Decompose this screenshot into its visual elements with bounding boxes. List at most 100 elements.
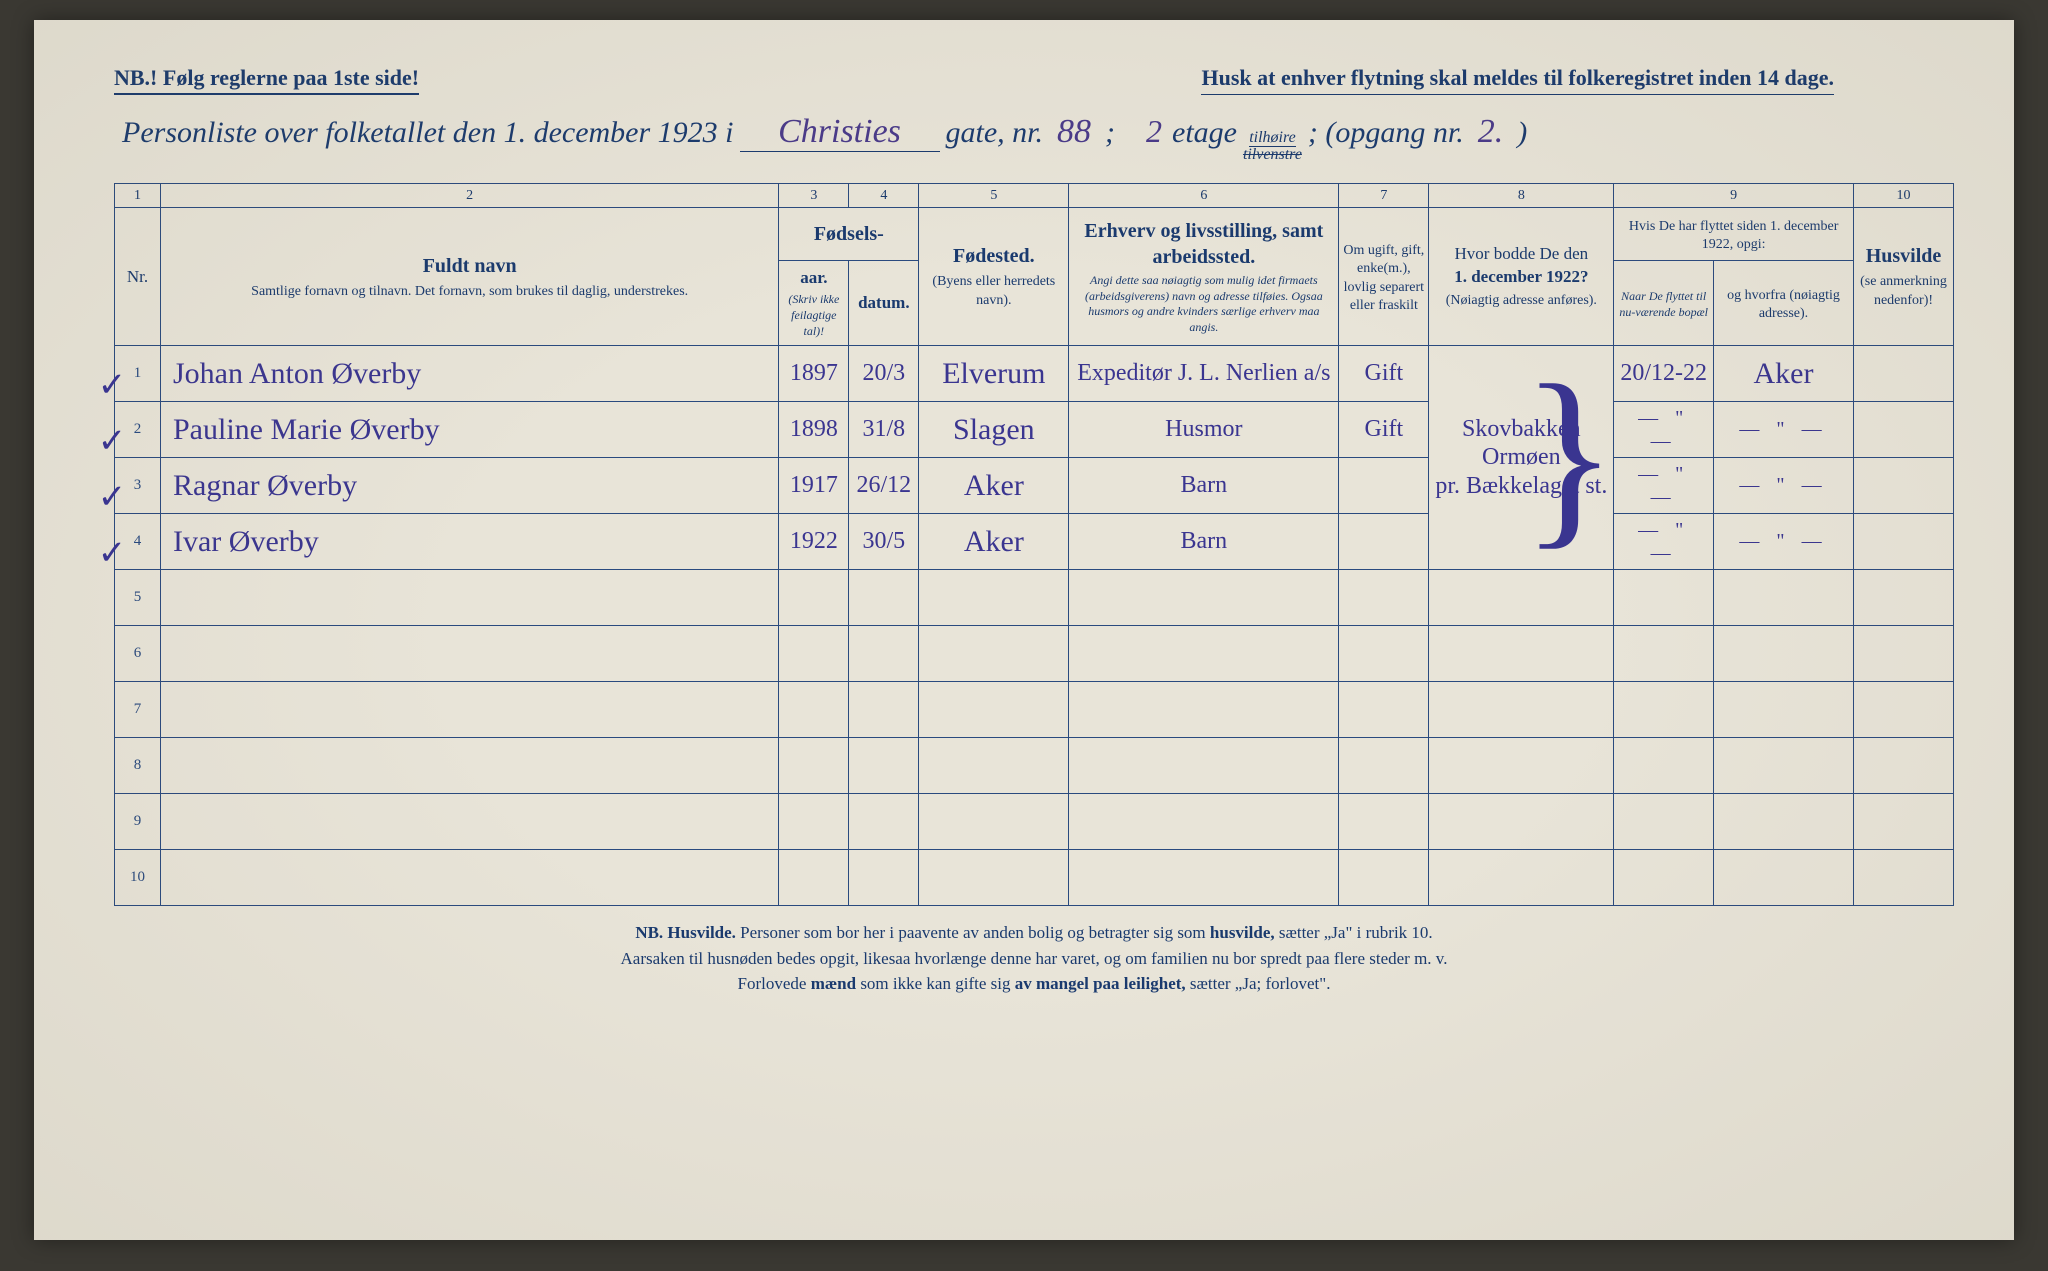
cell-empty <box>1714 850 1854 906</box>
cell-nr: ✓1 <box>115 346 161 402</box>
cell-empty <box>161 794 779 850</box>
cell-empty <box>1069 794 1339 850</box>
th-previous-address: Hvor bodde De den 1. december 1922? (Nøi… <box>1429 208 1614 346</box>
cell-empty <box>1614 738 1714 794</box>
cell-birthplace: Elverum <box>919 346 1069 402</box>
th-husvilde: Husvilde (se anmerkning nedenfor)! <box>1854 208 1954 346</box>
cell-moved-date: — " — <box>1614 514 1714 570</box>
footnote-line-2: Aarsaken til husnøden bedes opgit, likes… <box>174 946 1894 972</box>
th-birth-year: aar. (Skriv ikke feilagtige tal)! <box>779 261 849 346</box>
cell-empty <box>1339 682 1429 738</box>
table-row: ✓3 Ragnar Øverby 1917 26/12 Aker Barn — … <box>115 458 1954 514</box>
cell-empty <box>1069 850 1339 906</box>
opgang-label: ; (opgang nr. <box>1308 116 1464 150</box>
cell-empty <box>1714 570 1854 626</box>
cell-empty <box>161 626 779 682</box>
colnum-1: 1 <box>115 184 161 208</box>
cell-empty <box>1339 850 1429 906</box>
cell-moved-from: — " — <box>1714 458 1854 514</box>
cell-empty <box>161 738 779 794</box>
table-row: ✓2 Pauline Marie Øverby 1898 31/8 Slagen… <box>115 402 1954 458</box>
cell-birth-year: 1897 <box>779 346 849 402</box>
cell-empty <box>161 570 779 626</box>
checkmark-icon: ✓ <box>98 533 127 573</box>
cell-birth-year: 1898 <box>779 402 849 458</box>
table-row: ✓4 Ivar Øverby 1922 30/5 Aker Barn — " —… <box>115 514 1954 570</box>
cell-empty <box>1614 570 1714 626</box>
address-title-line: Personliste over folketallet den 1. dece… <box>114 113 1954 163</box>
table-header: 1 2 3 4 5 6 7 8 9 10 Nr. Fuldt navn Samt… <box>115 184 1954 346</box>
cell-marital <box>1339 458 1429 514</box>
cell-empty <box>919 570 1069 626</box>
cell-empty <box>779 794 849 850</box>
footnote-line-1: NB. Husvilde. Personer som bor her i paa… <box>174 920 1894 946</box>
cell-empty <box>779 738 849 794</box>
cell-empty <box>1614 626 1714 682</box>
cell-empty <box>849 738 919 794</box>
cell-nr: 5 <box>115 570 161 626</box>
colnum-10: 10 <box>1854 184 1954 208</box>
cell-nr: ✓2 <box>115 402 161 458</box>
cell-birth-date: 20/3 <box>849 346 919 402</box>
cell-birth-date: 26/12 <box>849 458 919 514</box>
cell-birth-date: 31/8 <box>849 402 919 458</box>
cell-empty <box>1339 738 1429 794</box>
cell-birthplace: Slagen <box>919 402 1069 458</box>
cell-empty <box>1714 794 1854 850</box>
cell-marital: Gift <box>1339 346 1429 402</box>
street-name-entry: Christies <box>740 113 940 152</box>
close-paren: ) <box>1517 116 1527 150</box>
footnote-line-3: Forlovede mænd som ikke kan gifte sig av… <box>174 971 1894 997</box>
gate-label: gate, nr. <box>946 116 1044 150</box>
cell-empty <box>849 794 919 850</box>
cell-name: Ivar Øverby <box>161 514 779 570</box>
cell-empty <box>1854 738 1954 794</box>
cell-prev-address: Skovbakken Ormøenpr. Bækkelaget st. } <box>1429 346 1614 570</box>
cell-empty <box>1614 850 1714 906</box>
column-number-row: 1 2 3 4 5 6 7 8 9 10 <box>115 184 1954 208</box>
cell-husvilde <box>1854 402 1954 458</box>
cell-marital: Gift <box>1339 402 1429 458</box>
cell-empty <box>1069 570 1339 626</box>
th-moved-when: Naar De flyttet til nu-værende bopæl <box>1614 261 1714 346</box>
cell-husvilde <box>1854 346 1954 402</box>
street-number-entry: 88 <box>1049 113 1099 151</box>
colnum-7: 7 <box>1339 184 1429 208</box>
colnum-9: 9 <box>1614 184 1854 208</box>
cell-empty <box>1429 794 1614 850</box>
th-occupation: Erhverv og livsstilling, samt arbeidsste… <box>1069 208 1339 346</box>
table-row-empty: 10 <box>115 850 1954 906</box>
cell-empty <box>849 682 919 738</box>
cell-empty <box>1614 682 1714 738</box>
table-row-empty: 9 <box>115 794 1954 850</box>
side-tilvenstre-struck: tilvenstre <box>1243 147 1302 163</box>
cell-nr: ✓3 <box>115 458 161 514</box>
table-row-empty: 6 <box>115 626 1954 682</box>
table-row-empty: 7 <box>115 682 1954 738</box>
cell-empty <box>1429 682 1614 738</box>
cell-empty <box>919 626 1069 682</box>
entrance-number-entry: 2. <box>1470 113 1512 151</box>
cell-empty <box>849 626 919 682</box>
cell-name: Pauline Marie Øverby <box>161 402 779 458</box>
cell-empty <box>849 850 919 906</box>
cell-nr: 7 <box>115 682 161 738</box>
cell-empty <box>919 682 1069 738</box>
cell-empty <box>1614 794 1714 850</box>
cell-empty <box>1339 794 1429 850</box>
cell-marital <box>1339 514 1429 570</box>
side-tilhoire: tilhøire <box>1249 130 1296 147</box>
cell-empty <box>1429 738 1614 794</box>
cell-empty <box>1714 738 1854 794</box>
th-birth-date: datum. <box>849 261 919 346</box>
checkmark-icon: ✓ <box>98 477 127 517</box>
colnum-4: 4 <box>849 184 919 208</box>
cell-empty <box>919 850 1069 906</box>
cell-name: Ragnar Øverby <box>161 458 779 514</box>
cell-nr: 9 <box>115 794 161 850</box>
cell-nr: ✓4 <box>115 514 161 570</box>
cell-nr: 8 <box>115 738 161 794</box>
top-header-row: NB.! Følg reglerne paa 1ste side! Husk a… <box>114 65 1954 95</box>
cell-birth-date: 30/5 <box>849 514 919 570</box>
cell-empty <box>161 682 779 738</box>
